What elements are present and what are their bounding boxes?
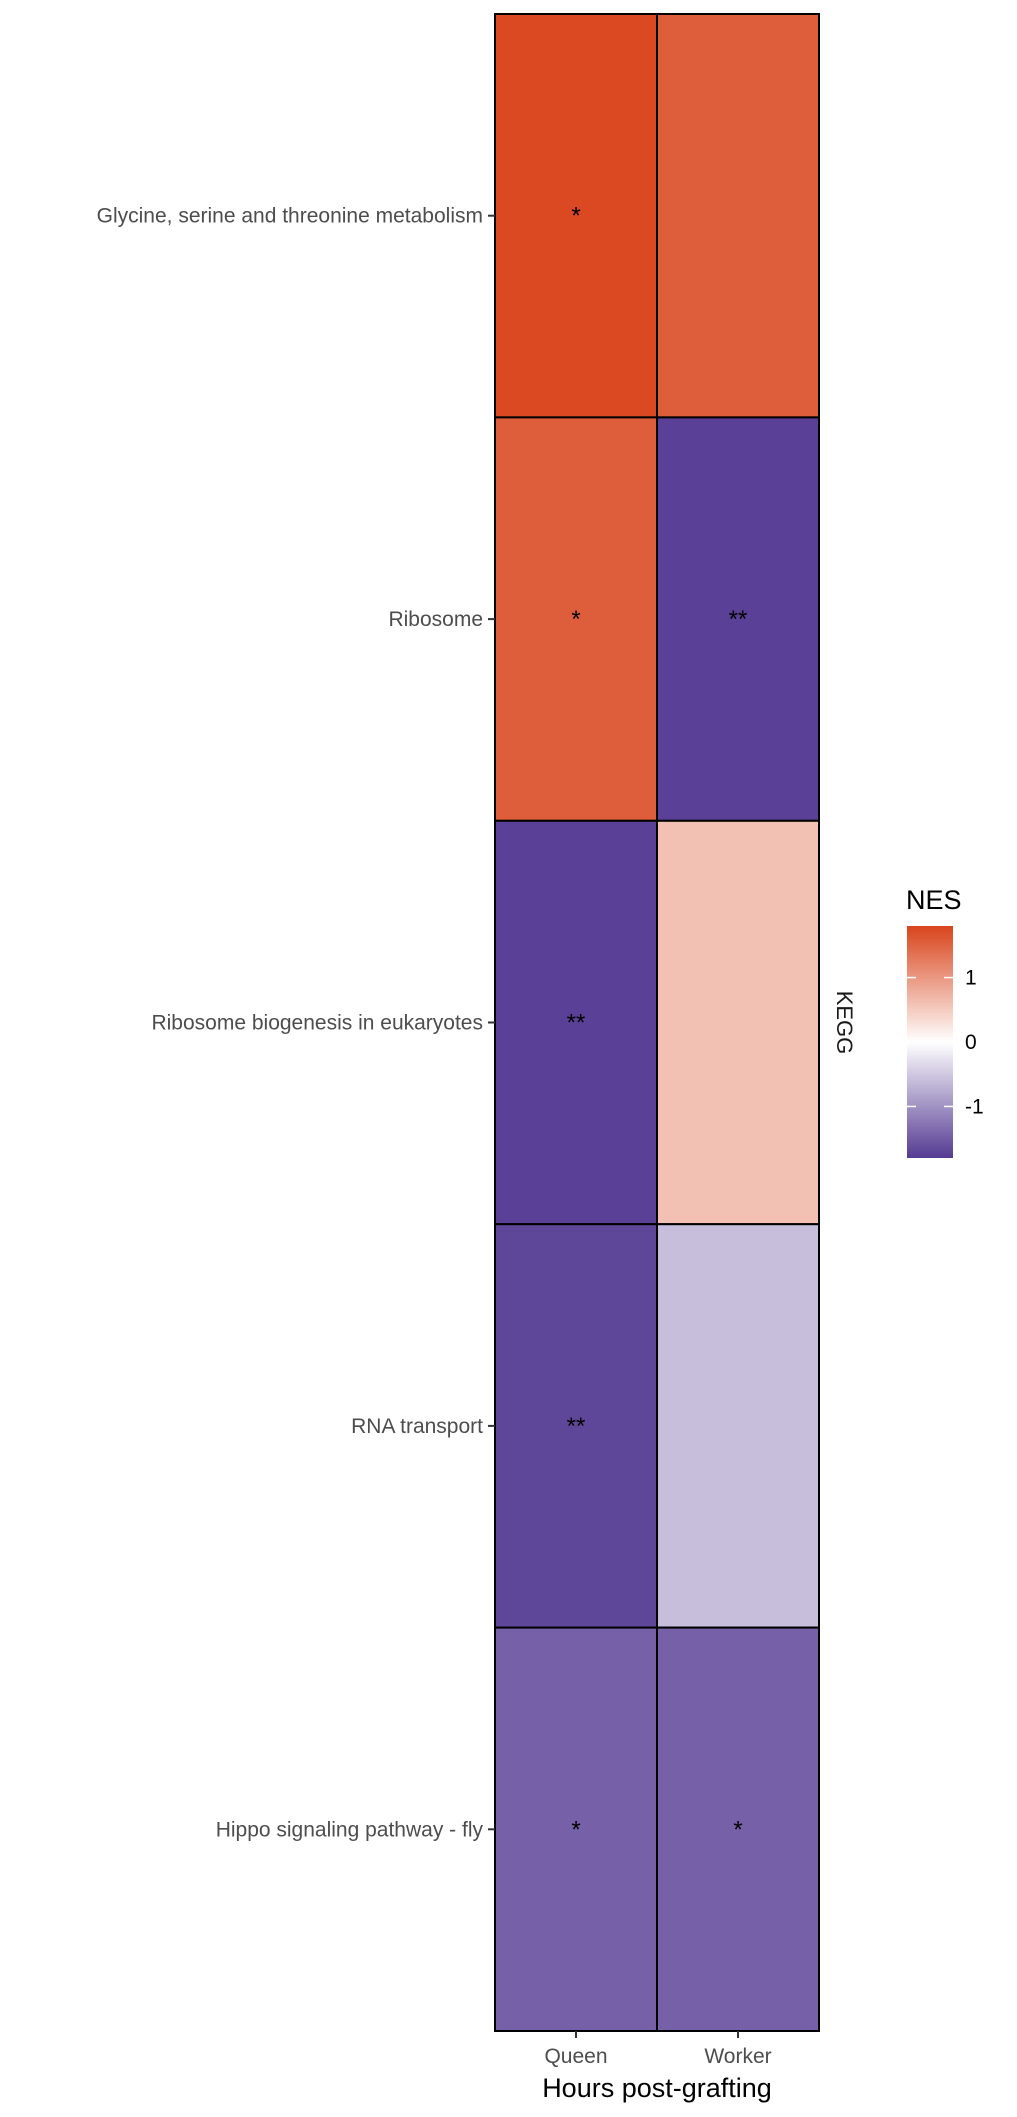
color-legend: NES 1 0 -1 xyxy=(906,885,984,1158)
y-tick-label: Hippo signaling pathway - fly xyxy=(216,1818,484,1841)
x-axis-title: Hours post-grafting xyxy=(542,2073,772,2103)
heatmap-cell xyxy=(656,13,820,419)
heatmap-cell xyxy=(656,416,820,822)
y-tick-label: Ribosome biogenesis in eukaryotes xyxy=(151,1012,483,1035)
significance-label: ** xyxy=(567,1010,586,1037)
significance-label: * xyxy=(733,1816,742,1843)
heatmap-cell xyxy=(494,1626,658,2032)
y-tick-label: Glycine, serine and threonine metabolism xyxy=(97,205,483,228)
x-tick-label: Queen xyxy=(544,2045,607,2068)
legend-tick-label: -1 xyxy=(965,1095,984,1118)
legend-ticks: 1 0 -1 xyxy=(907,967,984,1118)
x-tick-label: Worker xyxy=(704,2045,771,2068)
legend-tick-label: 1 xyxy=(965,967,977,990)
significance-markers: ** ******* * xyxy=(567,203,748,1844)
heatmap-cells xyxy=(494,13,820,2032)
significance-label: * xyxy=(571,606,580,633)
heatmap-cell xyxy=(656,1223,820,1629)
significance-label: ** xyxy=(567,1413,586,1440)
legend-title: NES xyxy=(906,885,962,915)
heatmap-cell xyxy=(656,819,820,1226)
significance-label: * xyxy=(571,203,580,230)
legend-tick-label: 0 xyxy=(965,1031,977,1054)
heatmap-cell xyxy=(494,416,658,822)
facet-strip-label: KEGG xyxy=(832,991,857,1055)
y-tick-label: RNA transport xyxy=(351,1415,483,1438)
significance-label: ** xyxy=(729,606,748,633)
x-axis: Queen Worker xyxy=(544,2031,772,2068)
significance-label: * xyxy=(571,1816,580,1843)
y-axis: Glycine, serine and threonine metabolism… xyxy=(97,205,495,1841)
y-tick-label: Ribosome xyxy=(388,608,483,631)
heatmap-cell xyxy=(494,13,658,419)
heatmap-cell xyxy=(494,1223,658,1629)
heatmap-cell xyxy=(494,819,658,1226)
